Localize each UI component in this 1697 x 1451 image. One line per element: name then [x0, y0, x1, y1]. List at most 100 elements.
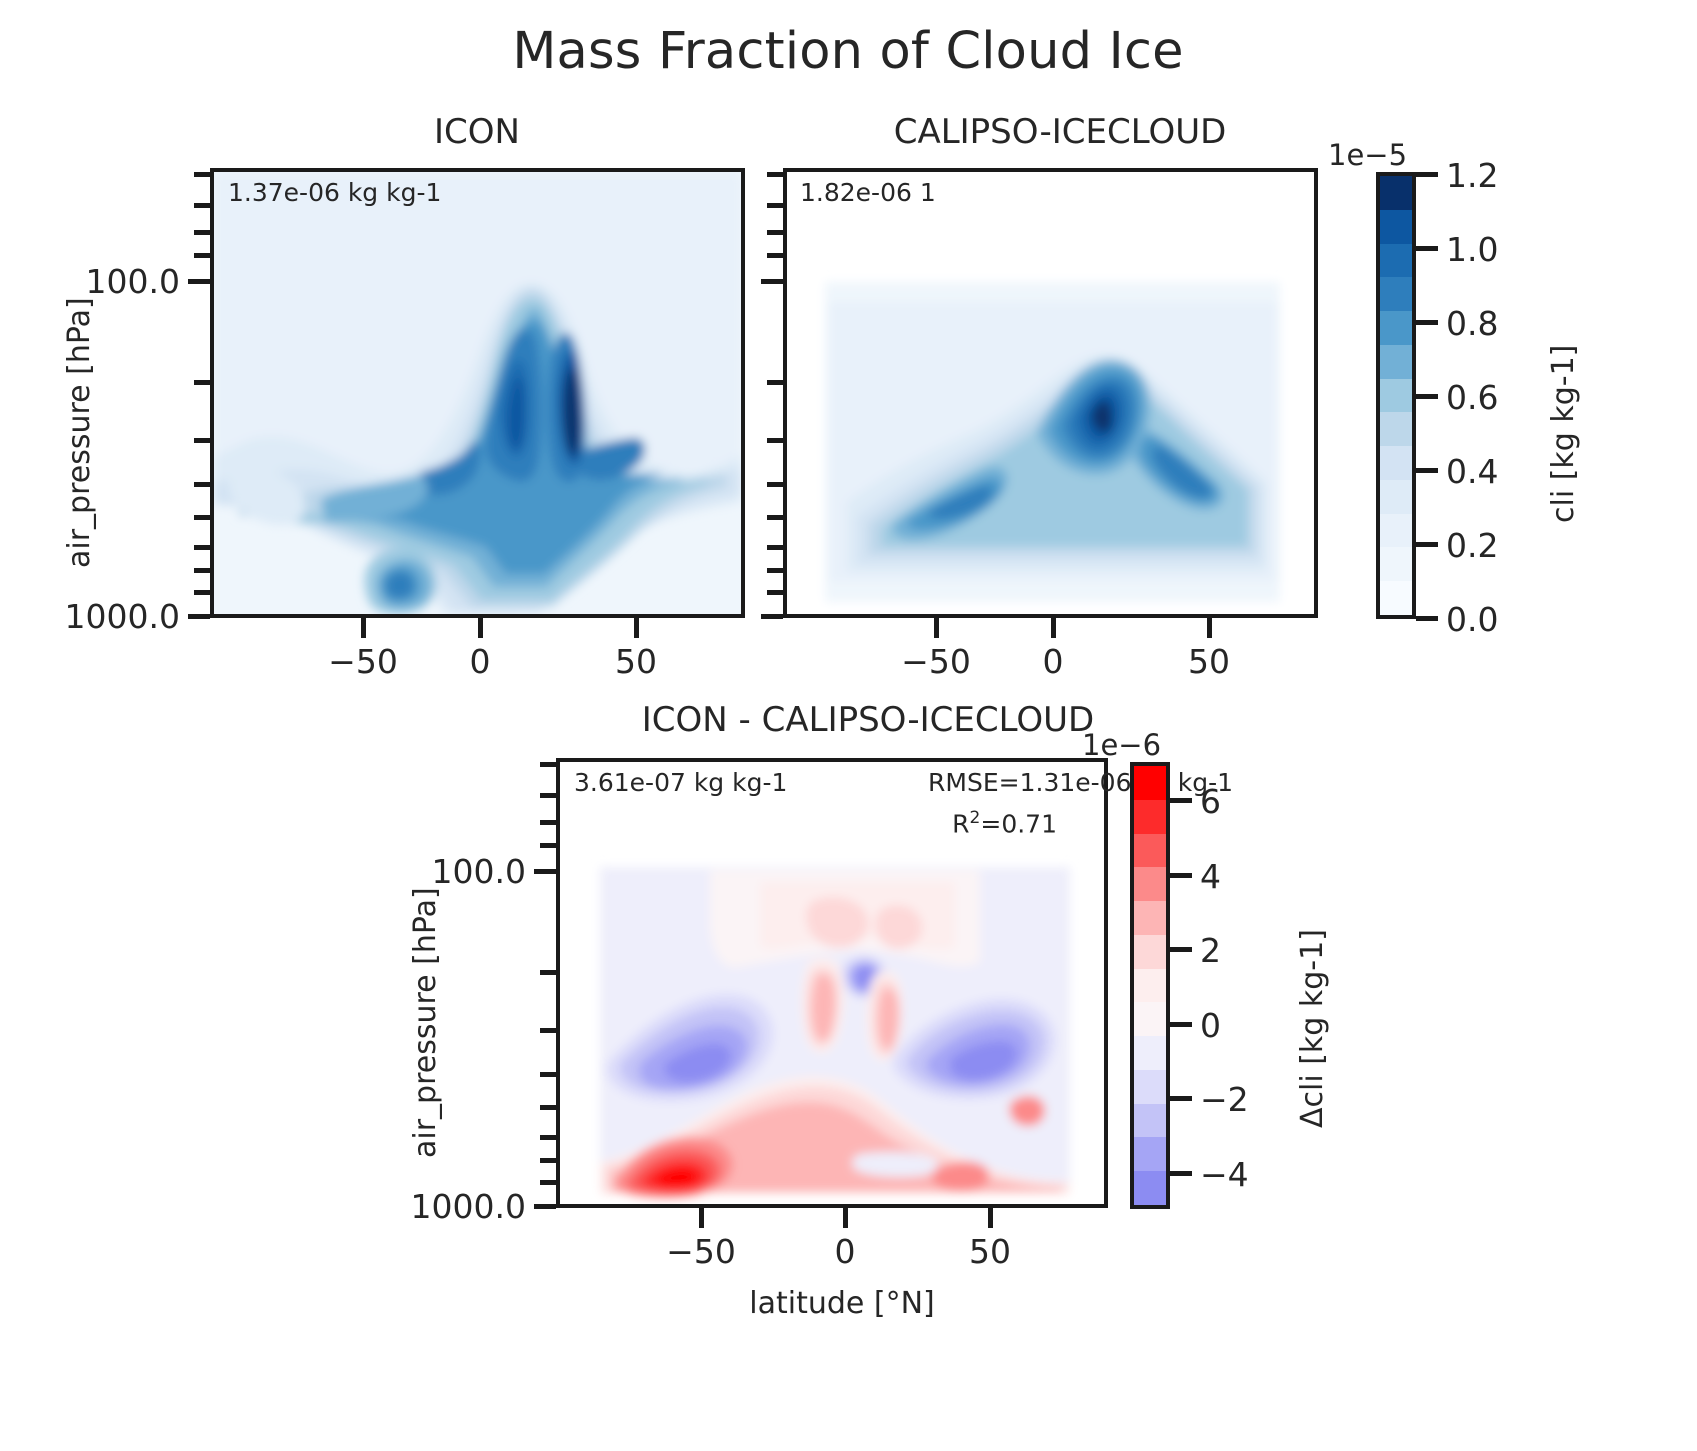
panel-icon[interactable]: [210, 168, 745, 618]
ytick-minor-diff: [540, 1135, 556, 1140]
colorbar-diverging-segment: [1134, 1103, 1166, 1138]
panel-title-icon: ICON: [434, 112, 520, 152]
xtick-label-diff-0: 0: [834, 1232, 856, 1271]
colorbar-sequential-segment: [1380, 311, 1412, 345]
ytick-minor-diff: [540, 1028, 556, 1033]
ytick-minor-icon: [194, 172, 210, 177]
cbtick-label-diverging-6: 6: [1200, 782, 1221, 821]
ytick-minor-calipso: [767, 515, 783, 520]
xtick-icon-50: [634, 618, 639, 638]
ytick-major-icon-1000: [188, 614, 210, 619]
ytick-minor-diff: [540, 1072, 556, 1077]
ytick-minor-diff: [540, 1105, 556, 1110]
ytick-minor-diff: [540, 1158, 556, 1163]
xtick-label-icon-50: 50: [615, 642, 657, 681]
colorbar-diverging-segment: [1134, 799, 1166, 834]
ytick-minor-calipso: [767, 230, 783, 235]
cbtick-diverging: [1170, 947, 1192, 952]
colorbar-sequential-segment: [1380, 446, 1412, 480]
cbtick-label-diverging-m4: −4: [1200, 1155, 1249, 1194]
colorbar-sequential-segment: [1380, 277, 1412, 312]
colorbar-diverging-segment: [1134, 1002, 1166, 1037]
ytick-minor-icon: [194, 438, 210, 443]
colorbar-diverging-segment: [1134, 1069, 1166, 1104]
cbtick-label-sequential-0p0: 0.0: [1446, 600, 1499, 639]
colorbar-sequential-segment: [1380, 581, 1412, 615]
xtick-icon-m50: [361, 618, 366, 638]
r2-superscript: 2: [969, 808, 981, 828]
colorbar-diverging-segment: [1134, 901, 1166, 935]
ytick-minor-diff: [540, 843, 556, 848]
xtick-calipso-m50: [934, 618, 939, 638]
annotation-r2-diff: R2=0.71: [952, 808, 1057, 838]
colorbar-sequential-segment: [1380, 479, 1412, 514]
cbtick-sequential: [1416, 542, 1438, 547]
cbtick-diverging: [1170, 873, 1192, 878]
annotation-mean-icon: 1.37e-06 kg kg-1: [228, 178, 442, 207]
cbtick-label-sequential-0p8: 0.8: [1446, 304, 1499, 343]
cbtick-label-diverging-2: 2: [1200, 931, 1221, 970]
colorbar-sequential-segment: [1380, 547, 1412, 582]
ytick-minor-diff: [540, 970, 556, 975]
ytick-minor-icon: [194, 545, 210, 550]
cbtick-sequential: [1416, 320, 1438, 325]
xtick-diff-50: [988, 1208, 993, 1228]
colorbar-sequential-segment: [1380, 209, 1412, 244]
panel-diff[interactable]: [556, 758, 1108, 1208]
xtick-label-calipso-50: 50: [1188, 642, 1230, 681]
xtick-label-icon-m50: −50: [328, 642, 398, 681]
colorbar-offset-sequential: 1e−5: [1328, 138, 1408, 172]
figure-suptitle: Mass Fraction of Cloud Ice: [512, 22, 1184, 81]
r2-value: =0.71: [980, 809, 1057, 839]
ytick-minor-diff: [540, 1180, 556, 1185]
contour-field-calipso: [787, 172, 1314, 614]
ytick-label-icon-1000: 1000.0: [64, 597, 180, 636]
colorbar-diverging[interactable]: [1130, 762, 1170, 1209]
ytick-major-icon-100: [188, 279, 210, 284]
xtick-label-diff-m50: −50: [666, 1232, 736, 1271]
cbtick-diverging: [1170, 1022, 1192, 1027]
ytick-minor-icon: [194, 230, 210, 235]
colorbar-sequential-segment: [1380, 378, 1412, 413]
panel-calipso[interactable]: [783, 168, 1318, 618]
colorbar-diverging-segment: [1134, 766, 1166, 800]
ytick-minor-calipso: [767, 545, 783, 550]
ylabel-diff: air_pressure [hPa]: [408, 887, 443, 1158]
ytick-minor-calipso: [767, 590, 783, 595]
ytick-minor-calipso: [767, 482, 783, 487]
colorbar-sequential[interactable]: [1376, 172, 1416, 619]
colorbar-diverging-segment: [1134, 934, 1166, 969]
cbtick-sequential: [1416, 172, 1438, 177]
ytick-major-calipso: [761, 279, 783, 284]
cbtick-label-diverging-m2: −2: [1200, 1080, 1249, 1119]
annotation-rmse-diff: RMSE=1.31e-06 kg kg-1: [928, 768, 1233, 797]
colorbar-sequential-segment: [1380, 513, 1412, 548]
ytick-major-diff-1000: [534, 1204, 556, 1209]
cbtick-label-sequential-1p2: 1.2: [1446, 156, 1499, 195]
ylabel-icon: air_pressure [hPa]: [62, 297, 97, 568]
colorbar-diverging-segment: [1134, 1036, 1166, 1070]
ytick-minor-calipso: [767, 203, 783, 208]
colorbar-diverging-segment: [1134, 833, 1166, 868]
ytick-minor-calipso: [767, 253, 783, 258]
contour-field-diff: [560, 762, 1104, 1204]
cbtick-label-sequential-0p2: 0.2: [1446, 526, 1499, 565]
ytick-label-diff-1000: 1000.0: [410, 1187, 526, 1226]
colorbar-sequential-segment: [1380, 344, 1412, 379]
ytick-minor-icon: [194, 203, 210, 208]
colorbar-diverging-segment: [1134, 1137, 1166, 1172]
ytick-minor-icon: [194, 253, 210, 258]
ytick-minor-calipso: [767, 380, 783, 385]
xtick-label-icon-0: 0: [469, 642, 491, 681]
xtick-diff-m50: [699, 1208, 704, 1228]
ytick-minor-calipso: [767, 172, 783, 177]
colorbar-diverging-segment: [1134, 1171, 1166, 1205]
r2-base: R: [952, 809, 970, 839]
xtick-diff-0: [843, 1208, 848, 1228]
cbtick-diverging: [1170, 798, 1192, 803]
cbtick-label-diverging-4: 4: [1200, 857, 1221, 896]
cbtick-diverging: [1170, 1171, 1192, 1176]
cbtick-sequential: [1416, 616, 1438, 621]
cbtick-label-sequential-1p0: 1.0: [1446, 230, 1499, 269]
ytick-minor-diff: [540, 762, 556, 767]
